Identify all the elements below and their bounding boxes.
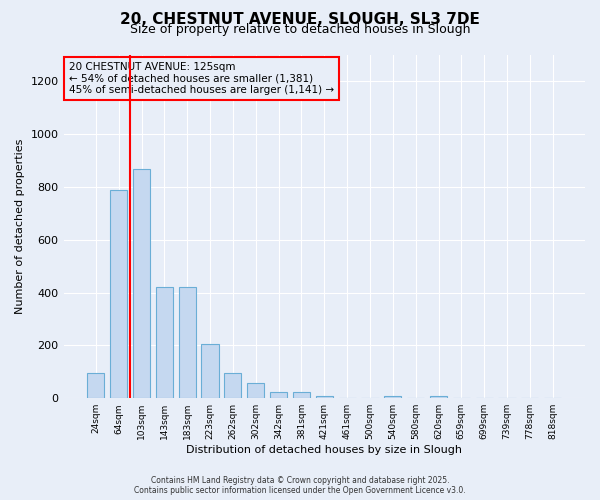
- Text: Size of property relative to detached houses in Slough: Size of property relative to detached ho…: [130, 22, 470, 36]
- Bar: [270, 392, 287, 398]
- Bar: [110, 190, 127, 398]
- Text: Contains HM Land Registry data © Crown copyright and database right 2025.
Contai: Contains HM Land Registry data © Crown c…: [134, 476, 466, 495]
- Bar: [293, 392, 310, 398]
- Bar: [316, 396, 333, 398]
- Bar: [430, 396, 447, 398]
- Bar: [179, 288, 196, 398]
- Bar: [133, 168, 150, 398]
- Y-axis label: Number of detached properties: Number of detached properties: [15, 139, 25, 314]
- X-axis label: Distribution of detached houses by size in Slough: Distribution of detached houses by size …: [186, 445, 462, 455]
- Bar: [87, 373, 104, 398]
- Text: 20 CHESTNUT AVENUE: 125sqm
← 54% of detached houses are smaller (1,381)
45% of s: 20 CHESTNUT AVENUE: 125sqm ← 54% of deta…: [69, 62, 334, 95]
- Bar: [247, 383, 265, 398]
- Bar: [202, 344, 218, 398]
- Bar: [156, 288, 173, 398]
- Text: 20, CHESTNUT AVENUE, SLOUGH, SL3 7DE: 20, CHESTNUT AVENUE, SLOUGH, SL3 7DE: [120, 12, 480, 28]
- Bar: [224, 373, 241, 398]
- Bar: [384, 396, 401, 398]
